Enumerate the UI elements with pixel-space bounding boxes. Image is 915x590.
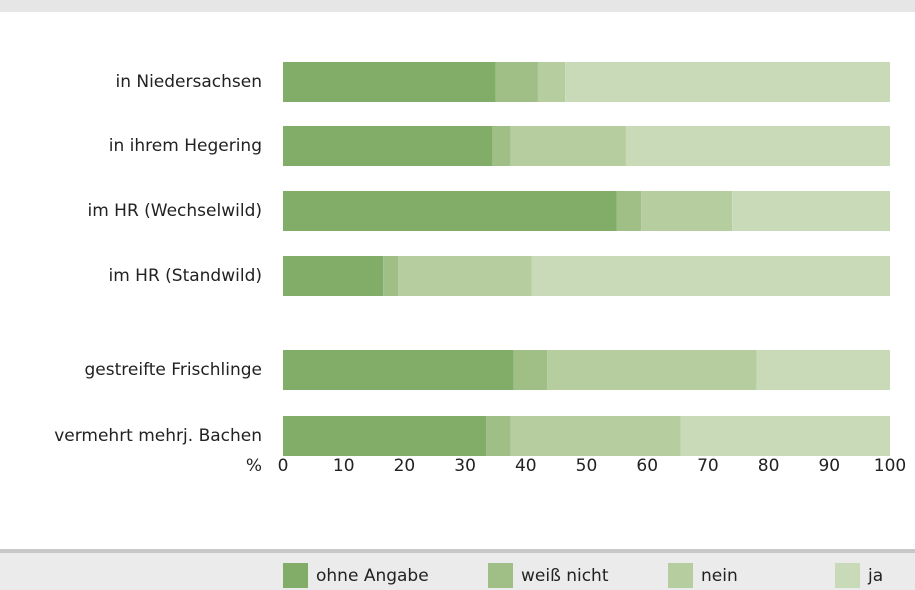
bar-segment — [537, 62, 566, 102]
bar-segment — [680, 416, 890, 456]
bar-segment — [283, 350, 514, 390]
legend-band — [0, 551, 915, 590]
bar-segment — [283, 191, 617, 231]
y-tick-label: in Niedersachsen — [115, 72, 262, 92]
x-tick-label: 20 — [394, 456, 416, 476]
x-tick-label: 30 — [454, 456, 476, 476]
bar-segment — [383, 256, 399, 296]
bar-segment — [625, 126, 890, 166]
x-tick-label: 90 — [818, 456, 840, 476]
bar-segment — [513, 350, 548, 390]
bar-segment — [283, 62, 496, 102]
y-tick-label: im HR (Wechselwild) — [87, 201, 262, 221]
legend-label: ohne Angabe — [316, 566, 429, 586]
y-tick-label: in ihrem Hegering — [109, 136, 262, 156]
top-band — [0, 0, 915, 12]
bar-segment — [565, 62, 890, 102]
legend-separator — [0, 549, 915, 553]
legend-swatch — [835, 563, 860, 588]
bar-segment — [492, 126, 511, 166]
bar-segment — [486, 416, 511, 456]
y-tick-label: im HR (Standwild) — [108, 266, 262, 286]
bar-segment — [756, 350, 890, 390]
x-tick-label: 0 — [278, 456, 289, 476]
bar-segment — [510, 126, 626, 166]
x-tick-label: 70 — [697, 456, 719, 476]
legend-swatch — [668, 563, 693, 588]
x-axis-label: % — [246, 456, 262, 476]
x-tick-label: 60 — [636, 456, 658, 476]
bar-segment — [283, 256, 384, 296]
bar-segment — [732, 191, 890, 231]
bar-segment — [547, 350, 757, 390]
bar-segment — [283, 126, 493, 166]
legend-label: weiß nicht — [521, 566, 609, 586]
legend-swatch — [283, 563, 308, 588]
bar-segment — [510, 416, 681, 456]
bar-segment — [283, 416, 487, 456]
x-tick-label: 80 — [758, 456, 780, 476]
x-tick-label: 100 — [874, 456, 906, 476]
bar-segment — [398, 256, 532, 296]
legend-label: ja — [867, 566, 883, 586]
legend-swatch — [488, 563, 513, 588]
x-tick-label: 40 — [515, 456, 537, 476]
y-tick-label: gestreifte Frischlinge — [85, 360, 263, 380]
y-tick-label: vermehrt mehrj. Bachen — [54, 426, 262, 446]
x-tick-label: 50 — [576, 456, 598, 476]
x-tick-label: 10 — [333, 456, 355, 476]
bar-segment — [641, 191, 733, 231]
legend-label: nein — [701, 566, 738, 586]
bar-segment — [495, 62, 538, 102]
bar-segment — [531, 256, 890, 296]
bar-segment — [616, 191, 642, 231]
